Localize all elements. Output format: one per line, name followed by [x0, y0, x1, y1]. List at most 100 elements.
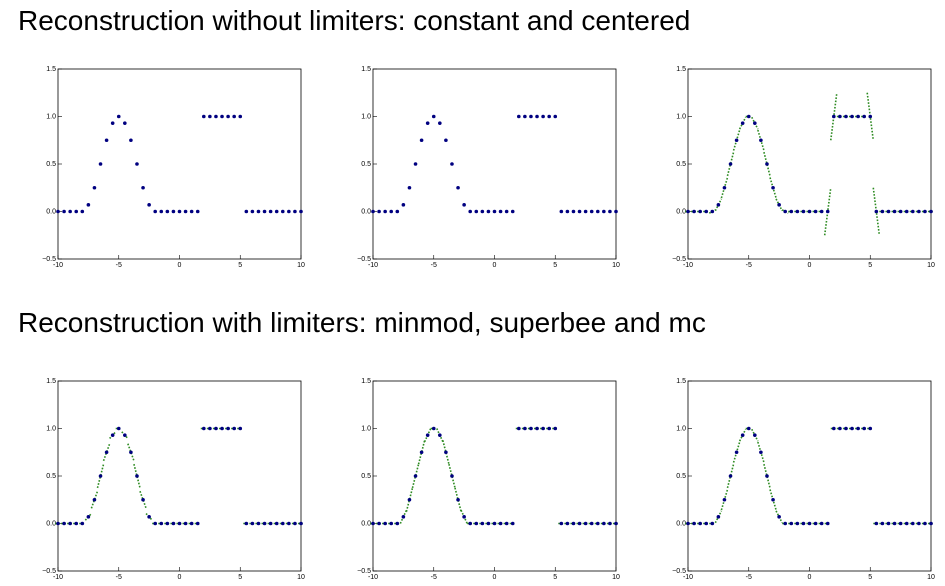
data-point [401, 203, 406, 207]
data-point [710, 521, 715, 526]
data-point [274, 209, 279, 214]
data-point [559, 521, 564, 526]
data-point [413, 162, 418, 166]
data-point [202, 114, 206, 119]
reconstruction-segment [442, 440, 450, 465]
data-point [862, 114, 866, 119]
data-point [523, 114, 527, 119]
data-point [553, 426, 558, 431]
data-point [116, 426, 121, 431]
data-point [704, 521, 709, 526]
data-point [153, 521, 157, 526]
data-point [232, 426, 236, 431]
data-point [147, 203, 151, 207]
data-point [250, 209, 255, 214]
data-point [395, 209, 400, 214]
data-point [244, 521, 249, 526]
y-tick-label: 1.0 [361, 425, 371, 432]
x-tick-label: 0 [808, 262, 812, 269]
data-point [486, 209, 491, 214]
data-point [874, 209, 879, 214]
data-point [838, 114, 842, 119]
data-point [202, 426, 206, 431]
y-tick-label: 0.0 [676, 208, 686, 215]
y-tick-label: 0.5 [676, 473, 686, 480]
x-tick-label: 10 [297, 262, 305, 269]
data-point [740, 433, 745, 437]
y-tick-label: 0.0 [46, 520, 56, 527]
data-point [698, 521, 702, 526]
reconstruction-segment [726, 463, 735, 489]
data-point [401, 515, 406, 519]
data-point [722, 497, 727, 502]
y-tick-label: 0.0 [361, 208, 371, 215]
data-point [886, 521, 891, 526]
data-point [547, 426, 551, 431]
y-tick-label: 0.0 [46, 208, 56, 215]
y-tick-label: −0.5 [357, 256, 371, 263]
data-point [80, 209, 85, 214]
data-point [765, 474, 769, 478]
data-point [287, 209, 291, 214]
data-point [910, 209, 915, 214]
data-point [844, 426, 848, 431]
data-point [293, 209, 297, 214]
plot-frame [57, 68, 302, 260]
data-point [789, 209, 794, 214]
data-point [208, 114, 212, 119]
data-point [287, 521, 291, 526]
y-tick-label: 0.5 [676, 161, 686, 168]
data-point [856, 114, 860, 119]
data-point [56, 521, 60, 526]
plot-frame [372, 68, 617, 260]
data-point [510, 521, 515, 526]
reconstruction-segment [726, 151, 735, 177]
data-point [456, 185, 460, 190]
data-point [110, 433, 115, 437]
data-point [208, 426, 212, 431]
data-point [704, 209, 709, 214]
data-point [571, 521, 576, 526]
data-point [293, 521, 297, 526]
reconstruction-segment [133, 463, 141, 489]
data-point [850, 426, 854, 431]
x-tick-label: 0 [178, 574, 182, 581]
data-point [262, 209, 267, 214]
data-point [62, 209, 66, 214]
data-point [589, 209, 594, 214]
data-point [753, 433, 757, 437]
data-point [510, 209, 515, 214]
data-point [789, 521, 794, 526]
data-point [86, 515, 91, 519]
section-heading: Reconstruction without limiters: constan… [18, 5, 690, 36]
data-point [129, 450, 133, 455]
data-point [698, 209, 702, 214]
data-point [238, 426, 243, 431]
data-point [98, 474, 103, 478]
data-point [602, 209, 606, 214]
data-point [110, 121, 115, 125]
data-point [595, 209, 600, 214]
data-point [256, 521, 261, 526]
data-point [904, 209, 909, 214]
data-point [504, 209, 509, 214]
data-point [371, 209, 375, 214]
data-point [602, 521, 606, 526]
reconstruction-segment [448, 463, 456, 489]
x-tick-label: 0 [808, 574, 812, 581]
data-point [498, 209, 503, 214]
data-point [734, 450, 739, 455]
x-tick-label: -5 [746, 574, 752, 581]
data-point [686, 209, 690, 214]
data-point [529, 426, 533, 431]
data-point [535, 426, 539, 431]
data-point [850, 114, 854, 119]
data-point [765, 162, 769, 166]
data-point [716, 515, 721, 519]
data-point [783, 209, 787, 214]
data-point [104, 138, 109, 143]
data-point [480, 209, 485, 214]
data-point [195, 521, 200, 526]
data-point [898, 209, 903, 214]
